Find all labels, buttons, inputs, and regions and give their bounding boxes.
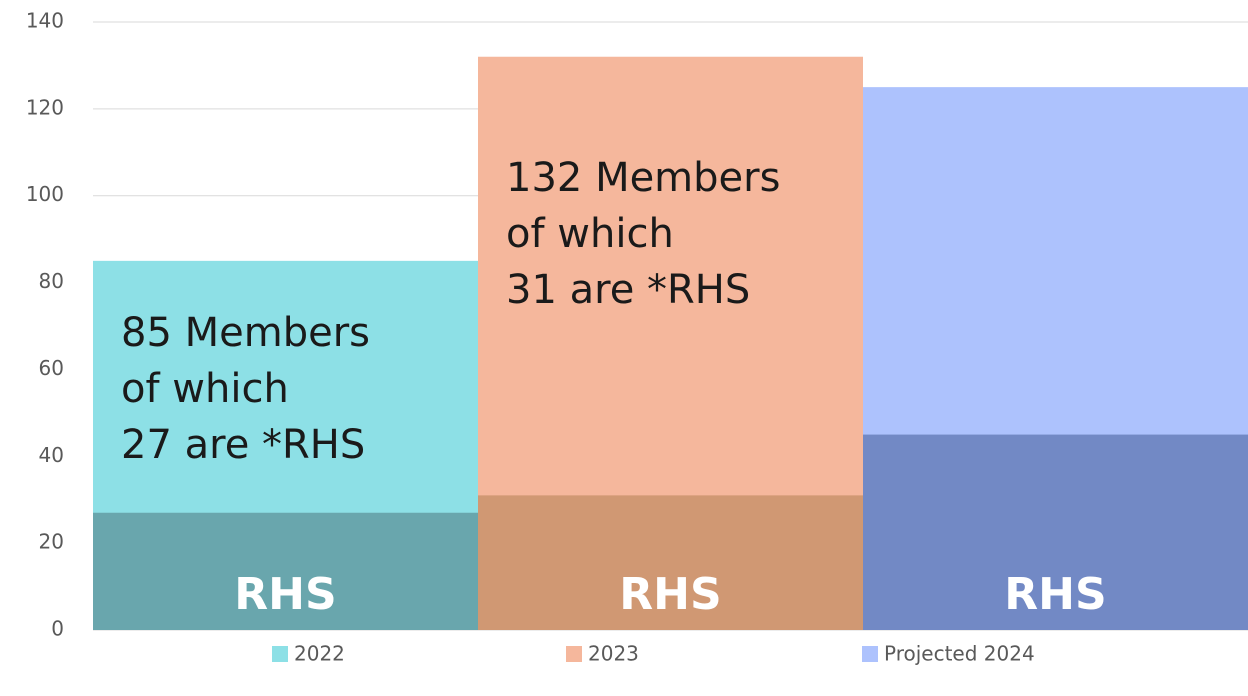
annotation: 31 are *RHS — [506, 267, 750, 313]
annotation: 85 Members — [121, 310, 370, 356]
rhs-label: RHS — [1004, 569, 1106, 620]
annotation: 27 are *RHS — [121, 422, 365, 468]
legend-label: 2022 — [294, 642, 345, 666]
legend-swatch — [272, 646, 288, 662]
rhs-label: RHS — [234, 569, 336, 620]
rhs-bar — [478, 495, 863, 630]
legend-swatch — [862, 646, 878, 662]
y-tick-label: 100 — [26, 182, 64, 206]
rhs-bar — [863, 434, 1248, 630]
rhs-label: RHS — [619, 569, 721, 620]
y-tick-label: 60 — [39, 356, 64, 380]
rhs-bar — [93, 512, 478, 630]
annotation: of which — [121, 366, 289, 412]
legend-label: 2023 — [588, 642, 639, 666]
y-tick-label: 0 — [51, 617, 64, 641]
y-tick-label: 120 — [26, 95, 64, 119]
y-tick-label: 20 — [39, 530, 64, 554]
annotation: of which — [506, 211, 674, 257]
legend-label: Projected 2024 — [884, 642, 1035, 666]
y-tick-label: 40 — [39, 443, 64, 467]
legend-swatch — [566, 646, 582, 662]
y-tick-label: 140 — [26, 9, 64, 33]
annotation: 132 Members — [506, 155, 780, 201]
y-tick-label: 80 — [39, 269, 64, 293]
